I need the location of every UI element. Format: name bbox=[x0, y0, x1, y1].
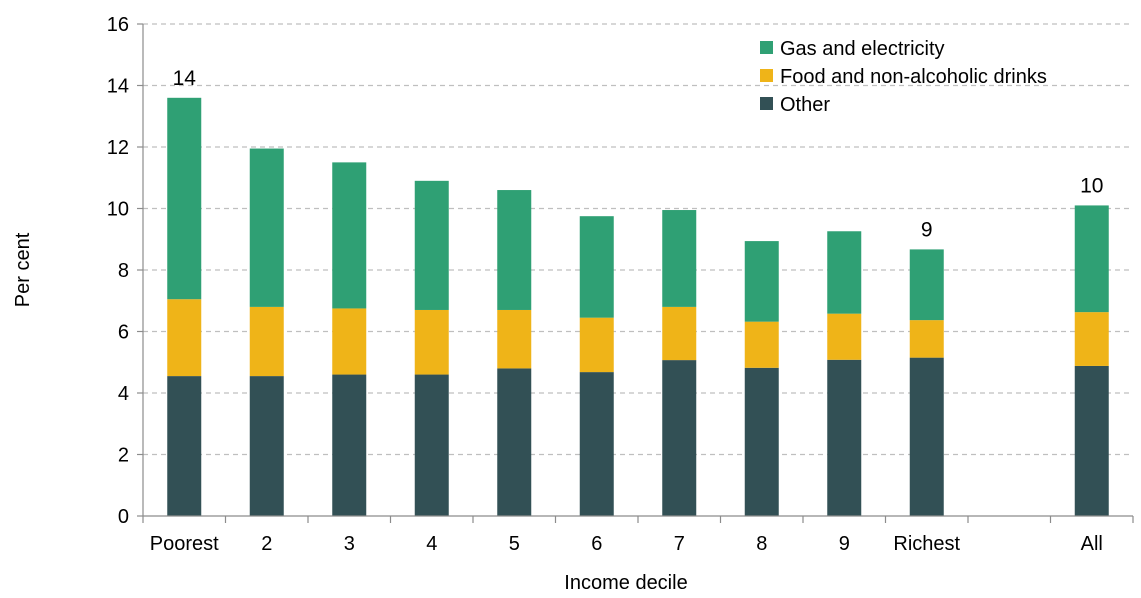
x-tick-label: Richest bbox=[893, 533, 960, 555]
y-tick-label: 16 bbox=[107, 14, 129, 36]
bar-segment-gas-and-electricity bbox=[827, 231, 862, 314]
bar-segment-other bbox=[827, 359, 862, 516]
legend-label: Food and non-alcoholic drinks bbox=[780, 66, 1047, 88]
bar-segment-food-and-non-alcoholic-drinks bbox=[414, 309, 449, 375]
bar-segment-food-and-non-alcoholic-drinks bbox=[909, 320, 944, 358]
bar-segment-gas-and-electricity bbox=[909, 249, 944, 321]
bar-segment-gas-and-electricity bbox=[249, 148, 284, 307]
legend: Gas and electricity Food and non-alcoholi… bbox=[760, 38, 1047, 116]
y-axis-title: Per cent bbox=[12, 232, 34, 307]
legend-label: Gas and electricity bbox=[780, 38, 945, 60]
legend-swatch bbox=[760, 97, 773, 110]
y-tick-label: 4 bbox=[118, 383, 129, 405]
bar-segment-food-and-non-alcoholic-drinks bbox=[827, 313, 862, 360]
bars bbox=[167, 97, 1109, 516]
x-tick-label: 8 bbox=[756, 533, 767, 555]
bar-segment-gas-and-electricity bbox=[662, 210, 697, 307]
bar-segment-gas-and-electricity bbox=[167, 97, 202, 300]
bar-segment-other bbox=[662, 360, 697, 516]
x-tick-label: 7 bbox=[674, 533, 685, 555]
bar-segment-gas-and-electricity bbox=[414, 180, 449, 310]
bar-segment-food-and-non-alcoholic-drinks bbox=[332, 308, 367, 375]
bar-segment-gas-and-electricity bbox=[497, 190, 532, 310]
x-axis-title: Income decile bbox=[564, 572, 687, 594]
bar-segment-other bbox=[414, 374, 449, 516]
bar-segment-other bbox=[1074, 365, 1109, 516]
x-tick-label: 2 bbox=[261, 533, 272, 555]
y-tick-label: 10 bbox=[107, 199, 129, 221]
y-tick-label: 6 bbox=[118, 322, 129, 344]
bar-segment-other bbox=[909, 357, 944, 516]
bar-total-label: 9 bbox=[921, 218, 933, 241]
bar-segment-food-and-non-alcoholic-drinks bbox=[662, 306, 697, 361]
y-tick-label: 14 bbox=[107, 76, 129, 98]
bar-segment-food-and-non-alcoholic-drinks bbox=[1074, 312, 1109, 366]
bar-segment-food-and-non-alcoholic-drinks bbox=[744, 321, 779, 368]
bar-segment-other bbox=[332, 374, 367, 516]
bar-segment-gas-and-electricity bbox=[579, 216, 614, 318]
x-tick-label: 9 bbox=[839, 533, 850, 555]
bar-segment-food-and-non-alcoholic-drinks bbox=[579, 317, 614, 373]
bar-segment-gas-and-electricity bbox=[332, 162, 367, 309]
bar-total-label: 10 bbox=[1080, 174, 1103, 197]
x-tick-label: 6 bbox=[591, 533, 602, 555]
y-tick-label: 12 bbox=[107, 137, 129, 159]
x-tick-label: All bbox=[1081, 533, 1103, 555]
bar-segment-gas-and-electricity bbox=[744, 241, 779, 322]
legend-swatch bbox=[760, 69, 773, 82]
bar-segment-other bbox=[167, 376, 202, 516]
x-tick-label: 4 bbox=[426, 533, 437, 555]
bar-total-label: 14 bbox=[173, 67, 197, 90]
legend-label: Other bbox=[780, 94, 830, 116]
axes: 0 2 4 6 8 10 12 14 16 Poorest 2 3 4 5 6 7 8 9 Richest All bbox=[107, 14, 1134, 555]
x-tick-label: 5 bbox=[509, 533, 520, 555]
y-tick-label: 2 bbox=[118, 445, 129, 467]
bar-segment-food-and-non-alcoholic-drinks bbox=[167, 299, 202, 377]
bar-segment-other bbox=[249, 376, 284, 516]
y-tick-label: 8 bbox=[118, 260, 129, 282]
bar-segment-food-and-non-alcoholic-drinks bbox=[497, 309, 532, 369]
gridlines bbox=[143, 23, 1133, 456]
x-tick-label: Poorest bbox=[150, 533, 219, 555]
x-tick-label: 3 bbox=[344, 533, 355, 555]
data-labels: 14 9 10 bbox=[173, 67, 1104, 242]
bar-segment-other bbox=[744, 367, 779, 516]
bar-segment-food-and-non-alcoholic-drinks bbox=[249, 306, 284, 377]
bar-segment-other bbox=[497, 368, 532, 516]
bar-segment-other bbox=[579, 372, 614, 516]
legend-swatch bbox=[760, 41, 773, 54]
y-tick-label: 0 bbox=[118, 506, 129, 528]
bar-segment-gas-and-electricity bbox=[1074, 205, 1109, 313]
